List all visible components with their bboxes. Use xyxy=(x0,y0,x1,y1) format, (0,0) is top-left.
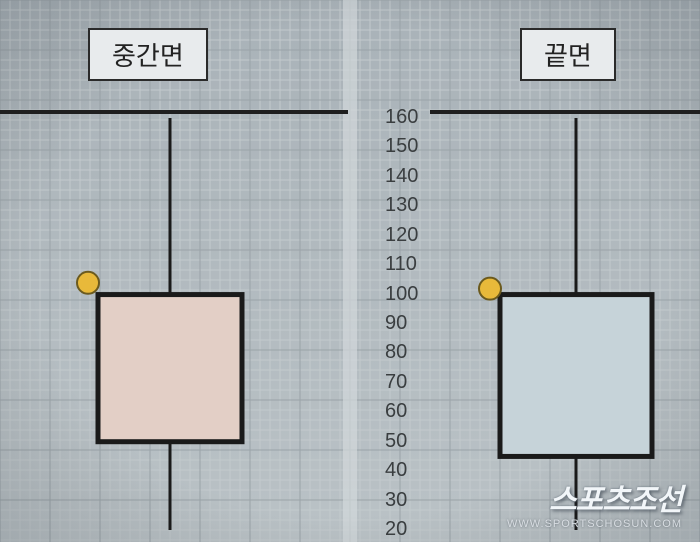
y-tick-label: 100 xyxy=(385,283,435,306)
plot-layer xyxy=(0,0,700,542)
y-tick-label: 120 xyxy=(385,224,435,247)
y-tick-label: 80 xyxy=(385,341,435,364)
y-tick-label: 110 xyxy=(385,253,435,276)
y-tick-label: 40 xyxy=(385,459,435,482)
y-tick-label: 30 xyxy=(385,489,435,512)
y-tick-label: 70 xyxy=(385,371,435,394)
panel-title-right: 끝면 xyxy=(520,28,616,81)
y-tick-label: 150 xyxy=(385,135,435,158)
boxplot-left xyxy=(77,118,242,530)
y-tick-label: 140 xyxy=(385,165,435,188)
y-tick-label: 160 xyxy=(385,106,435,129)
y-tick-label: 20 xyxy=(385,518,435,541)
y-tick-label: 90 xyxy=(385,312,435,335)
marker-dot-right xyxy=(479,278,501,300)
y-tick-label: 130 xyxy=(385,194,435,217)
boxplot-right xyxy=(479,118,652,530)
marker-dot-left xyxy=(77,272,99,294)
y-tick-label: 50 xyxy=(385,430,435,453)
y-tick-label: 60 xyxy=(385,400,435,423)
chart-stage: 160 150 140 130 120 110 100 90 80 70 60 50 40 30 20 중간… xyxy=(0,0,700,542)
panel-title-left: 중간면 xyxy=(88,28,208,81)
